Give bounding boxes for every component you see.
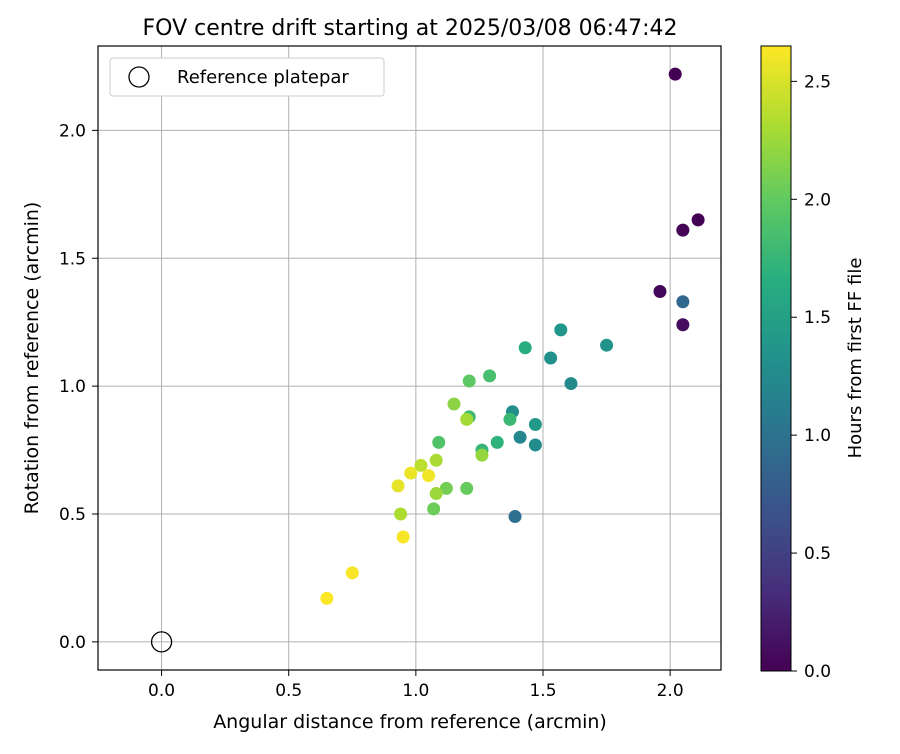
colorbar-tick-label: 1.5 [804,308,831,328]
data-point [668,67,682,81]
data-point [414,458,428,472]
legend-marker-icon [128,66,150,88]
data-point [439,481,453,495]
data-point [513,430,527,444]
data-point [676,223,690,237]
y-tick-label: 2.0 [59,121,86,141]
y-tick-label: 0.0 [59,633,86,653]
data-point [503,412,517,426]
data-point [564,377,578,391]
data-point [447,397,461,411]
data-point [475,448,489,462]
data-point [600,338,614,352]
y-tick-label: 0.5 [59,505,86,525]
x-tick-label: 1.0 [402,681,429,701]
colorbar: 0.0 0.5 1.0 1.5 2.0 2.5 Hours from first FF f… [760,45,866,682]
y-tick-label: 1.0 [59,377,86,397]
legend-label: Reference platepar [177,67,349,88]
data-point [508,510,522,524]
data-point [462,374,476,388]
colorbar-gradient [760,45,792,672]
data-point [653,285,667,299]
data-point [404,466,418,480]
plot-frame [97,45,722,671]
legend: Reference platepar [109,57,385,97]
data-point [554,323,568,337]
data-point [528,438,542,452]
x-tick-label: 2.0 [657,681,684,701]
data-point [528,417,542,431]
data-point [483,369,497,383]
legend-box [109,57,385,97]
data-point [544,351,558,365]
data-point [429,487,443,501]
colorbar-tick-label: 2.5 [804,72,831,92]
reference-marker [150,631,173,653]
x-tick-label: 0.0 [148,681,175,701]
x-axis-label: Angular distance from reference (arcmin) [213,711,607,733]
data-point [429,453,443,467]
data-point [394,507,408,521]
y-axis-label: Rotation from reference (arcmin) [21,202,43,515]
data-point [422,469,436,483]
data-point [676,318,690,332]
y-axis-ticks: 0.0 0.5 1.0 1.5 2.0 [59,121,98,653]
data-point [490,435,504,449]
data-point [345,566,359,580]
data-point [460,481,474,495]
data-point [676,295,690,309]
x-tick-label: 0.5 [275,681,302,701]
colorbar-tick-label: 2.0 [804,190,831,210]
data-point [396,530,410,544]
data-point [691,213,705,227]
reference-point-marker [150,631,173,653]
x-tick-label: 1.5 [529,681,556,701]
data-point [518,341,532,355]
data-point [320,591,334,605]
data-points [320,67,705,605]
x-axis-ticks: 0.0 0.5 1.0 1.5 2.0 [148,670,684,701]
colorbar-tick-label: 1.0 [804,426,831,446]
data-point [432,435,446,449]
data-point [427,502,441,516]
data-point [460,412,474,426]
data-point [391,479,405,493]
grid [98,46,721,670]
chart-title: FOV centre drift starting at 2025/03/08 … [143,16,678,41]
colorbar-label: Hours from first FF file [845,258,866,459]
colorbar-ticks: 0.0 0.5 1.0 1.5 2.0 2.5 [791,72,831,682]
colorbar-tick-label: 0.0 [804,662,831,682]
y-tick-label: 1.5 [59,249,86,269]
colorbar-tick-label: 0.5 [804,544,831,564]
